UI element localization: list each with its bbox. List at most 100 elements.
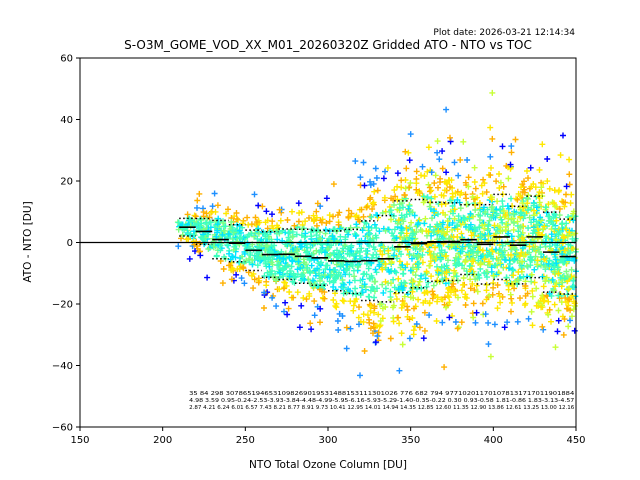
scatter-point — [391, 252, 397, 259]
scatter-point — [496, 171, 502, 177]
scatter-point — [366, 242, 373, 249]
scatter-point — [472, 319, 479, 326]
scatter-point — [236, 227, 243, 234]
scatter-point — [314, 200, 321, 207]
scatter-point — [477, 234, 484, 241]
scatter-point — [395, 217, 402, 224]
scatter-point — [385, 266, 392, 273]
scatter-point — [421, 309, 428, 316]
scatter-point — [472, 185, 479, 192]
scatter-point — [486, 217, 493, 224]
scatter-point — [367, 275, 374, 282]
scatter-point — [424, 232, 430, 239]
scatter-point — [536, 249, 543, 255]
scatter-point — [310, 240, 317, 247]
scatter-point — [454, 196, 461, 203]
scatter-point — [354, 248, 361, 255]
bin-stats-row: 4.98 3.59 0.95-0.24-2.53-3.93-3.84-4.48-… — [189, 398, 574, 404]
scatter-point — [303, 296, 310, 303]
scatter-point — [277, 217, 284, 224]
scatter-point — [541, 256, 548, 263]
scatter-point — [490, 280, 497, 286]
scatter-point — [454, 222, 460, 229]
scatter-point — [333, 261, 340, 268]
scatter-point — [376, 228, 383, 235]
scatter-point — [563, 183, 570, 190]
scatter-point — [263, 282, 270, 289]
scatter-point — [561, 316, 568, 323]
scatter-point — [372, 266, 379, 273]
scatter-point — [415, 253, 422, 259]
scatter-point — [388, 207, 394, 214]
scatter-point — [235, 216, 241, 223]
scatter-point — [508, 295, 515, 302]
scatter-point — [194, 220, 201, 227]
scatter-point — [255, 202, 262, 209]
scatter-point — [439, 165, 446, 172]
scatter-point — [522, 300, 529, 307]
scatter-point — [373, 254, 380, 261]
scatter-point — [508, 143, 515, 150]
scatter-point — [225, 230, 232, 237]
scatter-point — [219, 280, 226, 287]
scatter-point — [371, 278, 378, 285]
scatter-point — [561, 203, 568, 210]
scatter-point — [363, 204, 370, 211]
scatter-point — [290, 294, 297, 301]
scatter-point — [372, 165, 379, 172]
scatter-point — [401, 234, 408, 241]
scatter-point — [185, 236, 192, 243]
scatter-point — [374, 285, 380, 292]
scatter-point — [376, 261, 383, 268]
scatter-point — [510, 226, 517, 233]
scatter-point — [431, 226, 437, 233]
scatter-point — [495, 256, 502, 263]
scatter-point — [498, 216, 505, 223]
scatter-point — [403, 165, 410, 172]
scatter-point — [467, 210, 474, 217]
scatter-point — [510, 272, 517, 279]
scatter-point — [420, 335, 427, 342]
scatter-point — [459, 262, 466, 269]
scatter-point — [519, 200, 526, 207]
scatter-point — [525, 175, 531, 182]
scatter-point — [336, 209, 343, 216]
scatter-point — [269, 294, 276, 301]
scatter-point — [556, 212, 563, 219]
scatter-point — [461, 217, 468, 224]
scatter-point — [444, 265, 451, 272]
scatter-point — [322, 249, 328, 256]
scatter-point — [426, 262, 433, 269]
scatter-point — [466, 251, 473, 258]
scatter-point — [316, 270, 322, 277]
scatter-point — [196, 190, 203, 197]
scatter-point — [406, 250, 413, 257]
scatter-point — [286, 273, 293, 280]
scatter-point — [208, 209, 214, 216]
scatter-point — [413, 180, 420, 187]
scatter-point — [407, 131, 414, 138]
scatter-point — [382, 304, 389, 310]
scatter-point — [395, 286, 402, 292]
scatter-point — [546, 243, 553, 250]
scatter-point — [535, 299, 542, 306]
scatter-point — [490, 208, 497, 215]
scatter-point — [253, 253, 260, 260]
scatter-point — [434, 138, 441, 145]
scatter-point — [264, 242, 271, 249]
scatter-point — [482, 209, 489, 216]
scatter-point — [367, 194, 374, 201]
scatter-point — [457, 205, 464, 212]
scatter-point — [336, 225, 343, 232]
scatter-point — [323, 195, 330, 202]
scatter-point — [283, 264, 290, 270]
scatter-point — [514, 218, 521, 225]
scatter-point — [441, 364, 448, 371]
scatter-point — [251, 276, 258, 283]
scatter-point — [262, 259, 269, 265]
scatter-point — [263, 208, 270, 215]
scatter-point — [449, 193, 456, 200]
scatter-point — [401, 293, 408, 300]
scatter-point — [307, 244, 314, 251]
scatter-point — [367, 182, 374, 189]
